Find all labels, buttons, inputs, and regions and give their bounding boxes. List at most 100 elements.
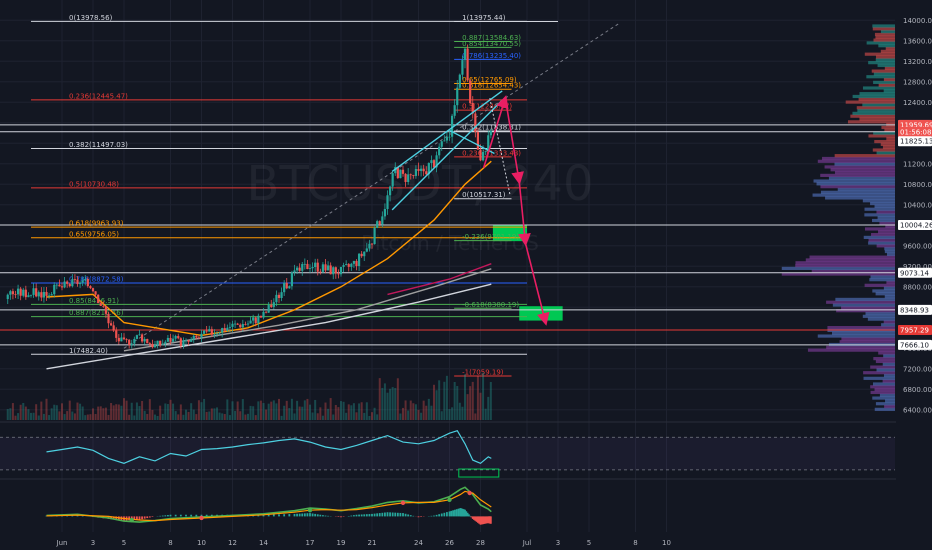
macd-histogram-bar bbox=[112, 516, 115, 520]
candle-body bbox=[32, 288, 35, 295]
macd-histogram-bar bbox=[477, 516, 479, 523]
volume-bar bbox=[373, 407, 376, 420]
candle-body bbox=[112, 325, 115, 331]
projection-arrow bbox=[524, 242, 550, 326]
profile-bar bbox=[883, 373, 895, 378]
candle-body bbox=[476, 131, 480, 150]
candle-body bbox=[187, 340, 190, 342]
volume-bar bbox=[306, 398, 309, 420]
volume-bar bbox=[433, 384, 435, 420]
macd-histogram-bar bbox=[450, 510, 453, 517]
price-tick-label: 11200.00 bbox=[903, 160, 932, 168]
volume-bar bbox=[365, 402, 368, 420]
volume-bar bbox=[464, 374, 466, 420]
price-axis[interactable]: 14000.00 13600.00 13200.00 12800.00 12400.00… bbox=[896, 0, 932, 550]
macd-histogram-bar bbox=[327, 515, 329, 517]
candle-body bbox=[171, 338, 175, 342]
candle-body bbox=[133, 338, 136, 344]
volume-bar bbox=[443, 381, 446, 420]
volume-bar bbox=[275, 403, 278, 420]
volume-bar bbox=[218, 412, 221, 420]
candle-body bbox=[407, 174, 410, 182]
price-tick-label: 10400.00 bbox=[903, 201, 932, 209]
candle-body bbox=[440, 141, 443, 147]
candle-body bbox=[404, 173, 407, 182]
volume-bar bbox=[148, 399, 151, 420]
volume-bar bbox=[50, 408, 53, 420]
profile-bar bbox=[875, 55, 895, 59]
candle-body bbox=[290, 272, 294, 287]
volume-bar bbox=[104, 407, 107, 420]
candle-body bbox=[401, 169, 405, 174]
volume-bar bbox=[120, 405, 123, 420]
candle-body bbox=[16, 288, 20, 295]
profile-bar bbox=[826, 300, 895, 304]
profile-bar bbox=[781, 266, 895, 271]
time-tick-label: 24 bbox=[414, 539, 423, 547]
volume-bar bbox=[296, 400, 299, 420]
candle-body bbox=[63, 281, 66, 288]
candle-body bbox=[205, 330, 208, 332]
profile-bar bbox=[881, 125, 895, 130]
profile-bar bbox=[883, 286, 895, 290]
time-axis[interactable]: Jun 3 5 8 10 12 14 17 19 21 24 26 28 Jul 3 5 8 10 bbox=[0, 535, 932, 550]
volume-bar bbox=[37, 415, 40, 420]
macd-histogram-bar bbox=[128, 516, 131, 521]
price-badge bbox=[898, 267, 932, 278]
fib-label: 0(13978.56) bbox=[69, 14, 113, 22]
profile-bar bbox=[883, 77, 895, 82]
candle-body bbox=[210, 329, 213, 335]
price-tick-label: 12800.00 bbox=[903, 78, 932, 86]
candle-body bbox=[368, 243, 371, 249]
volume-bar bbox=[42, 413, 45, 420]
macd-histogram-bar bbox=[399, 512, 402, 517]
profile-bar bbox=[834, 162, 895, 166]
candle-body bbox=[285, 282, 288, 289]
price-tick-label: 10800.00 bbox=[903, 181, 932, 189]
candle-body bbox=[231, 323, 234, 327]
candle-body bbox=[306, 263, 309, 270]
candle-body bbox=[443, 140, 446, 142]
volume-bar bbox=[319, 407, 322, 420]
volume-bar bbox=[257, 401, 260, 420]
macd-histogram-bar bbox=[378, 513, 381, 517]
candle-body bbox=[474, 113, 477, 132]
volume-bar bbox=[169, 399, 172, 420]
volume-bar bbox=[329, 398, 332, 420]
volume-bar bbox=[386, 392, 389, 420]
profile-bar bbox=[873, 80, 895, 84]
volume-bar bbox=[30, 412, 32, 420]
profile-bar bbox=[867, 317, 895, 321]
candle-body bbox=[321, 264, 325, 272]
fib-label: -1(7059.19) bbox=[462, 368, 504, 376]
volume-bar bbox=[107, 414, 110, 420]
candle-body bbox=[414, 169, 418, 176]
candle-body bbox=[347, 264, 350, 267]
volume-bar bbox=[146, 413, 149, 420]
fib-label: 0.786(8872.58) bbox=[69, 276, 124, 284]
profile-bar bbox=[871, 232, 895, 237]
macd-histogram-bar bbox=[146, 516, 149, 519]
candle-body bbox=[135, 335, 139, 339]
candle-body bbox=[71, 279, 74, 287]
candle-body bbox=[153, 344, 157, 348]
time-tick-label: 12 bbox=[228, 539, 237, 547]
profile-bar bbox=[817, 334, 895, 338]
volume-bar bbox=[228, 415, 231, 420]
time-tick-label: 3 bbox=[91, 539, 95, 547]
volume-bar bbox=[476, 376, 479, 420]
volume-bar bbox=[73, 413, 76, 420]
time-tick-label: 5 bbox=[587, 539, 591, 547]
candle-body bbox=[463, 48, 467, 61]
fib-label: 0.618(12654.43) bbox=[462, 82, 521, 90]
profile-bar bbox=[873, 72, 895, 76]
profile-bar bbox=[883, 320, 895, 324]
candle-body bbox=[275, 294, 278, 303]
candle-body bbox=[146, 338, 149, 344]
macd-histogram-bar bbox=[148, 516, 151, 518]
macd-histogram-bar bbox=[475, 516, 478, 522]
candle-body bbox=[6, 294, 9, 300]
profile-bar bbox=[877, 63, 895, 68]
candle-body bbox=[466, 48, 469, 81]
